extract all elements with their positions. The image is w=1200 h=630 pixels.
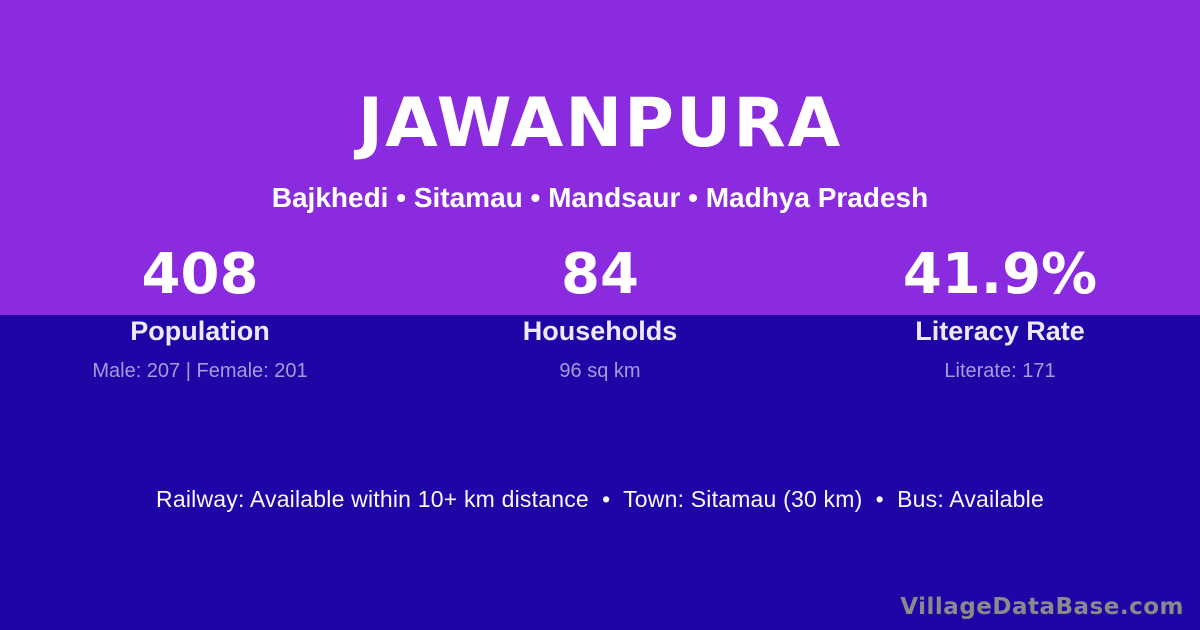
literacy-rate-label: Literacy Rate [915, 316, 1085, 346]
households-detail: 96 sq km [559, 360, 641, 382]
households-value: 84 [561, 242, 639, 307]
transport-info-line: Railway: Available within 10+ km distanc… [156, 486, 1044, 512]
stat-literacy-rate: 41.9% Literacy Rate Literate: 171 [800, 242, 1200, 382]
stats-row: 408 Population Male: 207 | Female: 201 8… [0, 242, 1200, 382]
stat-population: 408 Population Male: 207 | Female: 201 [0, 242, 400, 382]
location-breadcrumb: Bajkhedi • Sitamau • Mandsaur • Madhya P… [271, 182, 929, 213]
stat-households: 84 Households 96 sq km [400, 242, 800, 382]
page-title: JAWANPURA [357, 84, 843, 163]
population-value: 408 [141, 242, 259, 307]
literacy-rate-value: 41.9% [902, 242, 1098, 307]
literacy-rate-detail: Literate: 171 [944, 360, 1056, 382]
population-label: Population [130, 316, 270, 346]
watermark-site-name: VillageDataBase.com [900, 594, 1184, 620]
population-detail: Male: 207 | Female: 201 [92, 360, 308, 382]
households-label: Households [522, 316, 678, 346]
